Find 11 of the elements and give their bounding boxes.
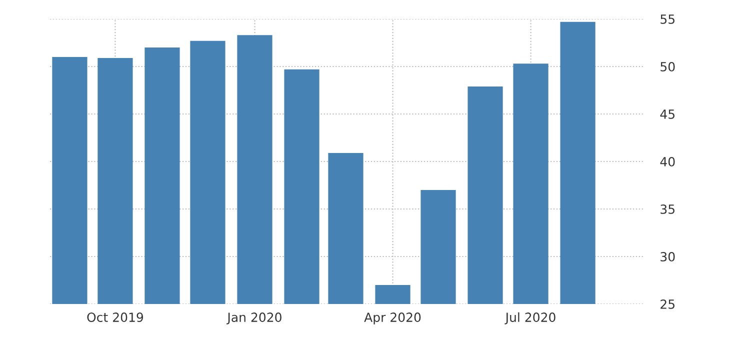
y-tick-label: 45 — [660, 110, 674, 119]
y-tick-label: 35 — [660, 204, 674, 214]
y-tick-label: 30 — [660, 252, 675, 262]
y-tick-label: 50 — [660, 62, 675, 72]
y-tick-label: 55 — [660, 14, 674, 24]
x-tick-label: Oct 2019 — [87, 312, 144, 322]
y-tick-label: 25 — [660, 299, 674, 309]
x-tick-label: Apr 2020 — [364, 312, 421, 324]
y-tick-label: 40 — [660, 156, 675, 166]
x-tick-label: Jan 2020 — [226, 312, 282, 324]
x-tick-label: Jul 2020 — [504, 312, 556, 324]
